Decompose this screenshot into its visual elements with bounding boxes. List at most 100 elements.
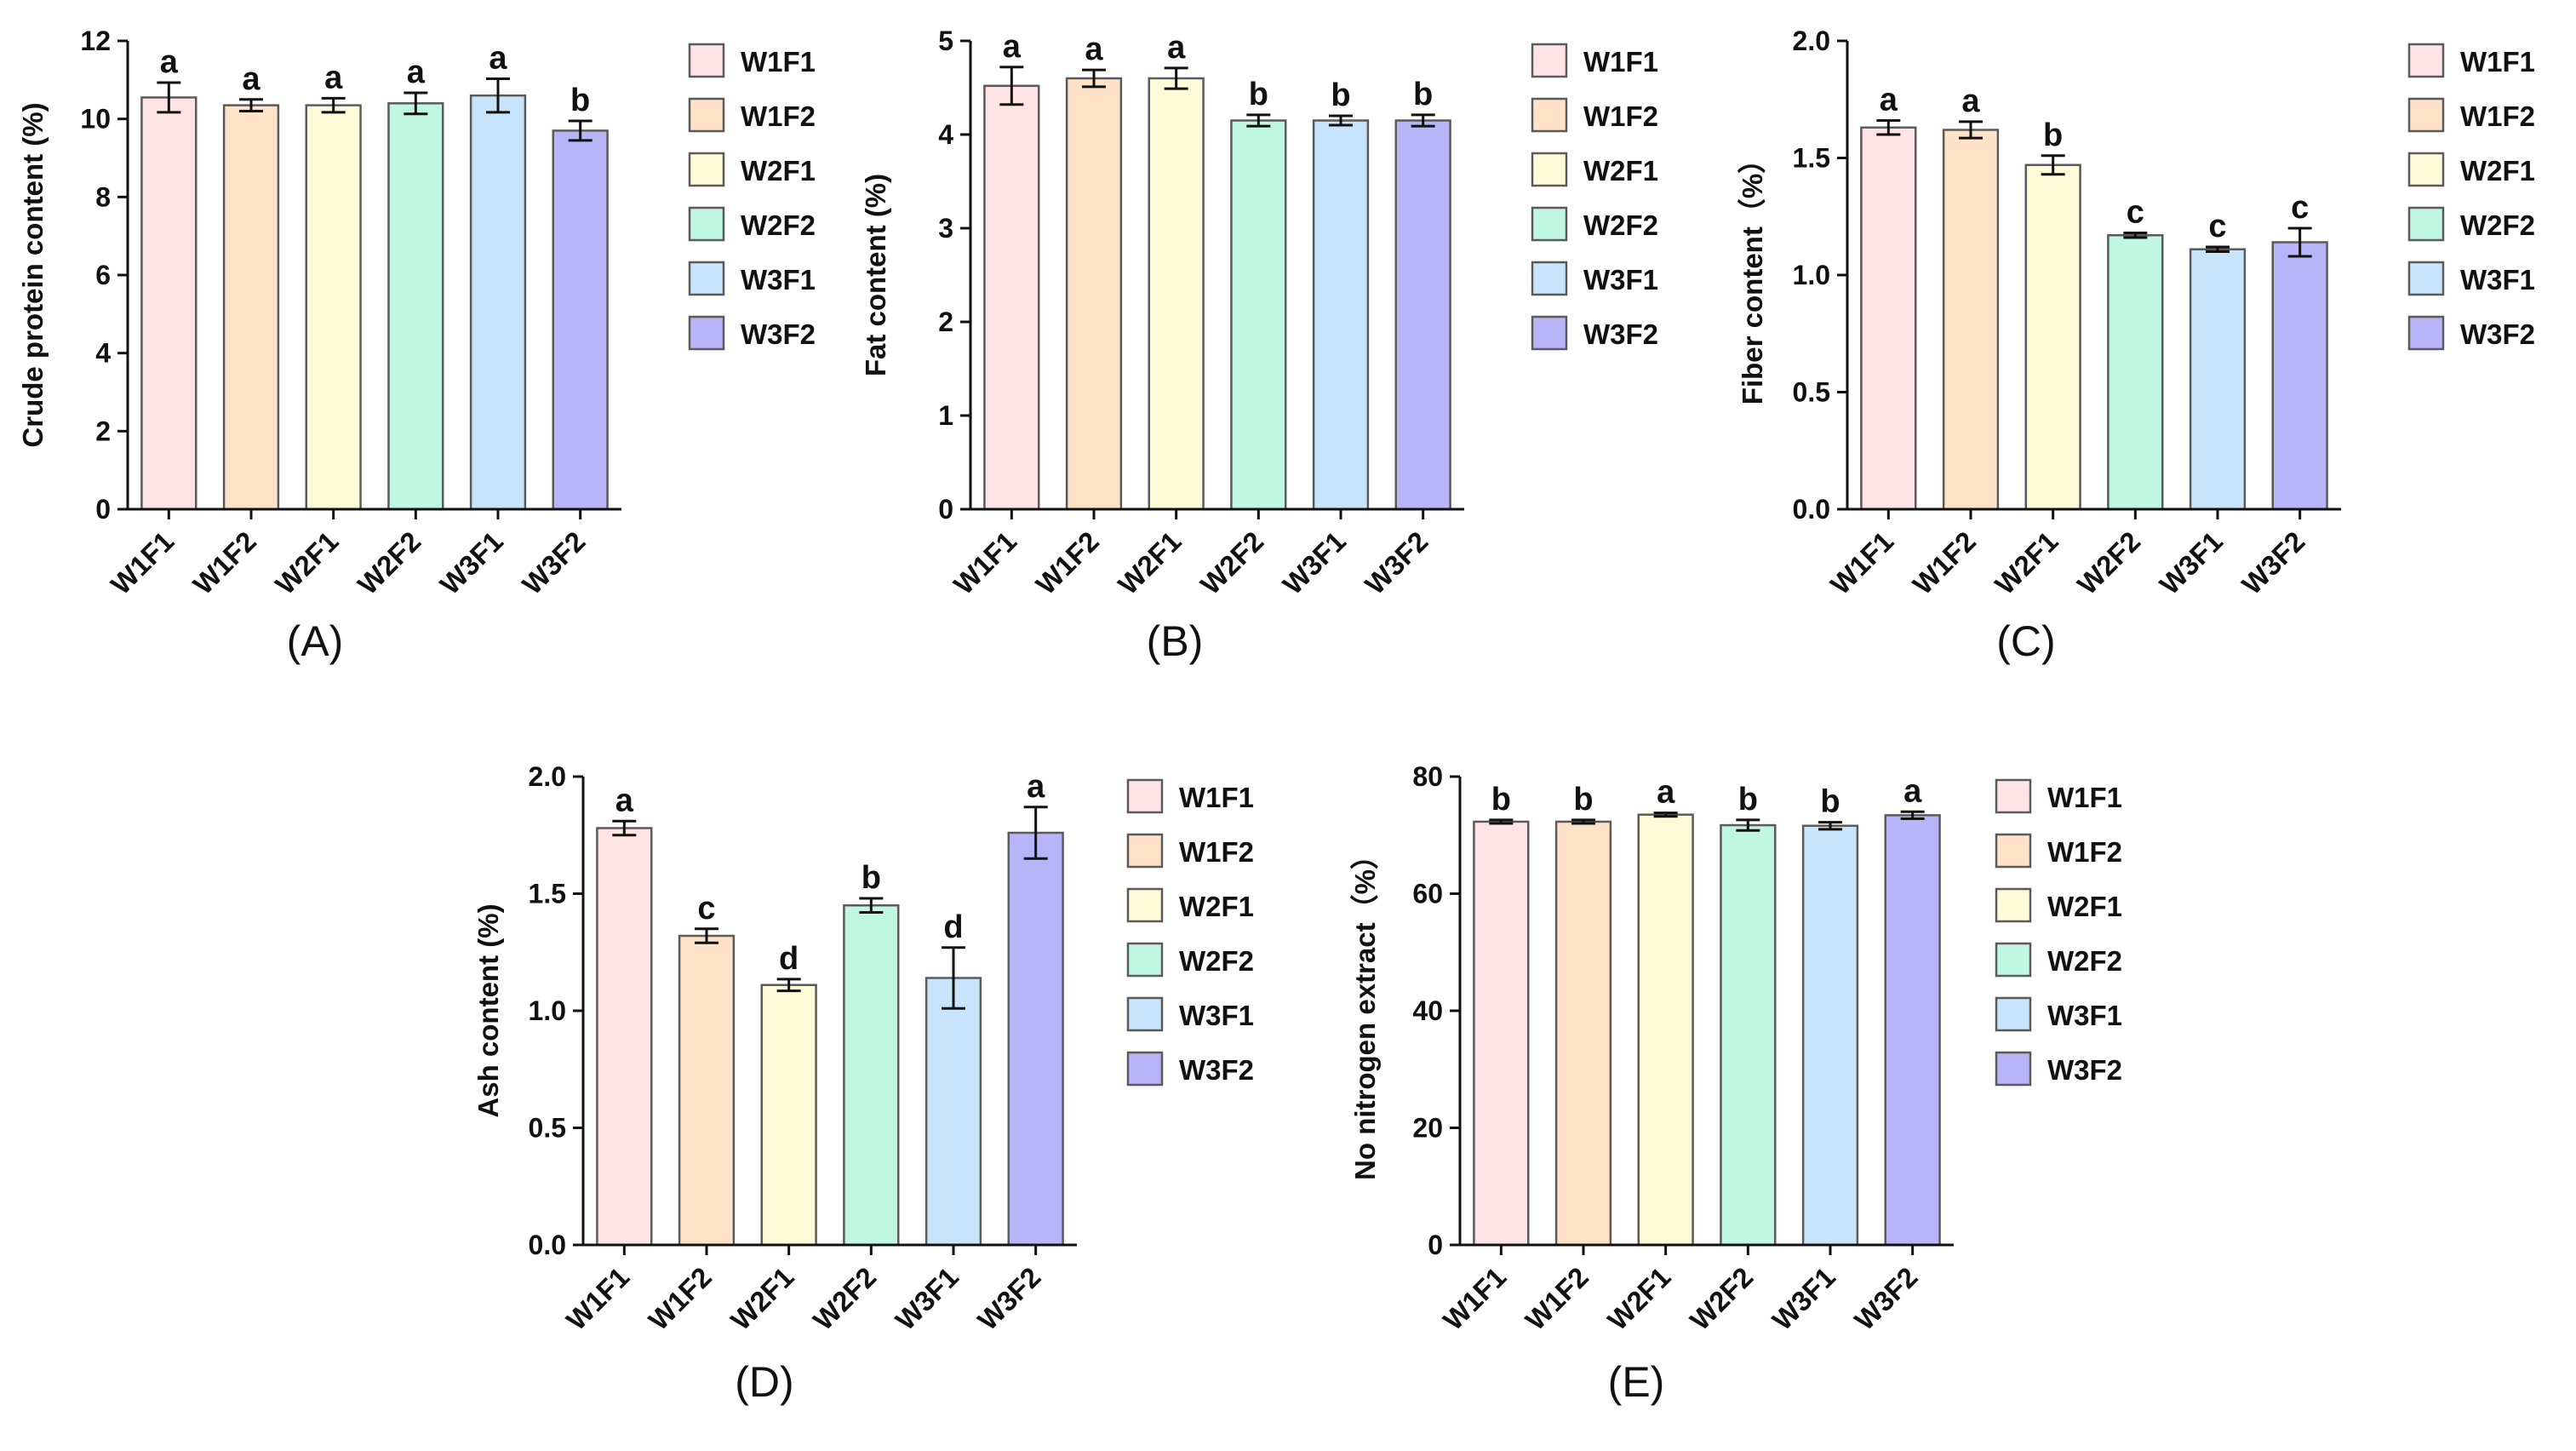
bar-w3f2 <box>1007 831 1064 1247</box>
legend-swatch-w2f2 <box>1126 942 1164 978</box>
significance-label: a <box>160 44 179 80</box>
chart-panel-c: a W1F1 a W1F2 b W2F1 c W2F2 c W3F1 c W3F2 0.0 0.5 1.0 1… <box>1737 26 2535 665</box>
y-tick-label: 10 <box>80 104 111 135</box>
legend-label-w2f1: W2F1 <box>2047 891 2122 922</box>
legend-label-w2f2: W2F2 <box>741 209 816 241</box>
legend-label-w1f2: W1F2 <box>2460 100 2535 132</box>
y-tick-label: 80 <box>1412 761 1443 792</box>
legend: W1F1 W1F2 W2F1 W2F2 W3F1 W3F2 <box>688 43 816 351</box>
bar-w3f1 <box>469 94 527 511</box>
legend-label-w3f1: W3F1 <box>741 264 816 295</box>
x-tick-label: W2F1 <box>269 525 344 600</box>
legend-label-w3f2: W3F2 <box>1583 318 1658 350</box>
legend-label-w2f1: W2F1 <box>1179 891 1254 922</box>
significance-label: a <box>1657 775 1675 811</box>
legend-swatch-w1f1 <box>2407 43 2445 78</box>
bar-w2f1 <box>1148 77 1205 511</box>
legend: W1F1 W1F2 W2F1 W2F2 W3F1 W3F2 <box>1531 43 1658 351</box>
legend-label-w3f2: W3F2 <box>2047 1054 2122 1086</box>
legend: W1F1 W1F2 W2F1 W2F2 W3F1 W3F2 <box>1995 778 2122 1087</box>
legend-swatch-w2f2 <box>1995 942 2032 978</box>
y-axis-title: Crude protein content (%) <box>17 102 49 447</box>
legend-swatch-w3f1 <box>688 261 725 296</box>
legend-swatch-w1f1 <box>1531 43 1568 78</box>
bar-w1f2 <box>678 934 736 1247</box>
significance-label: b <box>1331 77 1350 113</box>
significance-label: d <box>943 909 963 945</box>
x-tick-label: W2F2 <box>807 1261 882 1336</box>
legend-swatch-w1f1 <box>1995 778 2032 814</box>
legend-swatch-w1f2 <box>1126 833 1164 869</box>
x-tick-label: W2F2 <box>1194 525 1269 600</box>
legend-swatch-w2f2 <box>1531 206 1568 242</box>
bar-w2f1 <box>2024 163 2081 511</box>
legend-swatch-w3f1 <box>1995 996 2032 1032</box>
legend-label-w1f1: W1F1 <box>1583 46 1658 77</box>
significance-label: a <box>1961 83 1980 119</box>
legend-label-w1f1: W1F1 <box>2460 46 2535 77</box>
legend-swatch-w1f2 <box>1995 833 2032 869</box>
significance-label: a <box>1167 30 1186 66</box>
bar-w1f1 <box>1473 820 1530 1247</box>
legend-label-w1f2: W1F2 <box>741 100 816 132</box>
significance-label: a <box>324 60 343 95</box>
significance-label: a <box>407 54 426 90</box>
legend-swatch-w3f2 <box>2407 315 2445 351</box>
y-tick-label: 0 <box>95 494 111 525</box>
significance-label: a <box>242 61 260 97</box>
significance-label: a <box>1880 83 1898 118</box>
significance-label: a <box>1903 773 1922 809</box>
legend-swatch-w2f2 <box>688 206 725 242</box>
y-tick-label: 4 <box>938 119 953 150</box>
legend-label-w2f2: W2F2 <box>1583 209 1658 241</box>
x-tick-label: W1F1 <box>105 525 180 600</box>
bar-w1f2 <box>1554 820 1612 1247</box>
y-tick-label: 20 <box>1412 1113 1443 1144</box>
x-tick-label: W3F2 <box>1359 525 1434 600</box>
legend-swatch-w2f1 <box>2407 152 2445 187</box>
y-tick-label: 2.0 <box>1793 26 1830 56</box>
bar-w2f2 <box>2107 234 2164 511</box>
chart-panel-a: a W1F1 a W1F2 a W2F1 a W2F2 a W3F1 b W3F2 0 2 4 6 8 10 12 C… <box>17 26 816 665</box>
y-tick-label: 1.0 <box>529 995 566 1026</box>
panel-caption: (A) <box>287 617 344 665</box>
significance-label: a <box>489 40 507 76</box>
legend-swatch-w3f2 <box>1531 315 1568 351</box>
legend-label-w1f1: W1F1 <box>741 46 816 77</box>
legend-label-w2f2: W2F2 <box>2047 945 2122 977</box>
legend-label-w2f1: W2F1 <box>741 155 816 186</box>
bar-w1f1 <box>596 827 653 1247</box>
bar-w3f1 <box>924 977 982 1247</box>
x-tick-label: W2F2 <box>352 525 426 600</box>
legend-label-w3f2: W3F2 <box>1179 1054 1254 1086</box>
bar-w1f2 <box>1942 129 2000 511</box>
y-tick-label: 1 <box>938 400 953 431</box>
significance-label: a <box>1027 769 1045 805</box>
significance-label: c <box>2291 190 2309 226</box>
significance-label: b <box>570 83 590 118</box>
legend-label-w3f1: W3F1 <box>1179 1000 1254 1031</box>
y-tick-label: 0 <box>938 494 953 525</box>
y-tick-label: 0.0 <box>1793 494 1830 525</box>
y-axis-title: Fat content (%) <box>860 174 891 376</box>
legend-swatch-w1f2 <box>688 97 725 133</box>
bar-w1f2 <box>1065 77 1123 511</box>
y-tick-label: 60 <box>1412 879 1443 909</box>
legend-label-w2f2: W2F2 <box>1179 945 1254 977</box>
y-tick-label: 2 <box>938 307 953 337</box>
y-tick-label: 3 <box>938 213 953 244</box>
significance-label: b <box>1820 784 1840 820</box>
significance-label: b <box>1413 77 1433 112</box>
panel-caption: (B) <box>1147 617 1204 665</box>
legend-label-w1f1: W1F1 <box>2047 782 2122 813</box>
significance-label: c <box>2208 209 2226 244</box>
y-axis-title: Fiber content（%） <box>1737 146 1768 404</box>
bar-w1f1 <box>983 84 1040 511</box>
panel-caption: (D) <box>735 1358 793 1406</box>
y-tick-label: 0.5 <box>529 1113 566 1144</box>
x-tick-label: W1F2 <box>1907 525 1982 600</box>
significance-label: b <box>1491 782 1511 817</box>
x-tick-label: W2F2 <box>1684 1261 1759 1336</box>
bar-w1f1 <box>140 96 197 511</box>
